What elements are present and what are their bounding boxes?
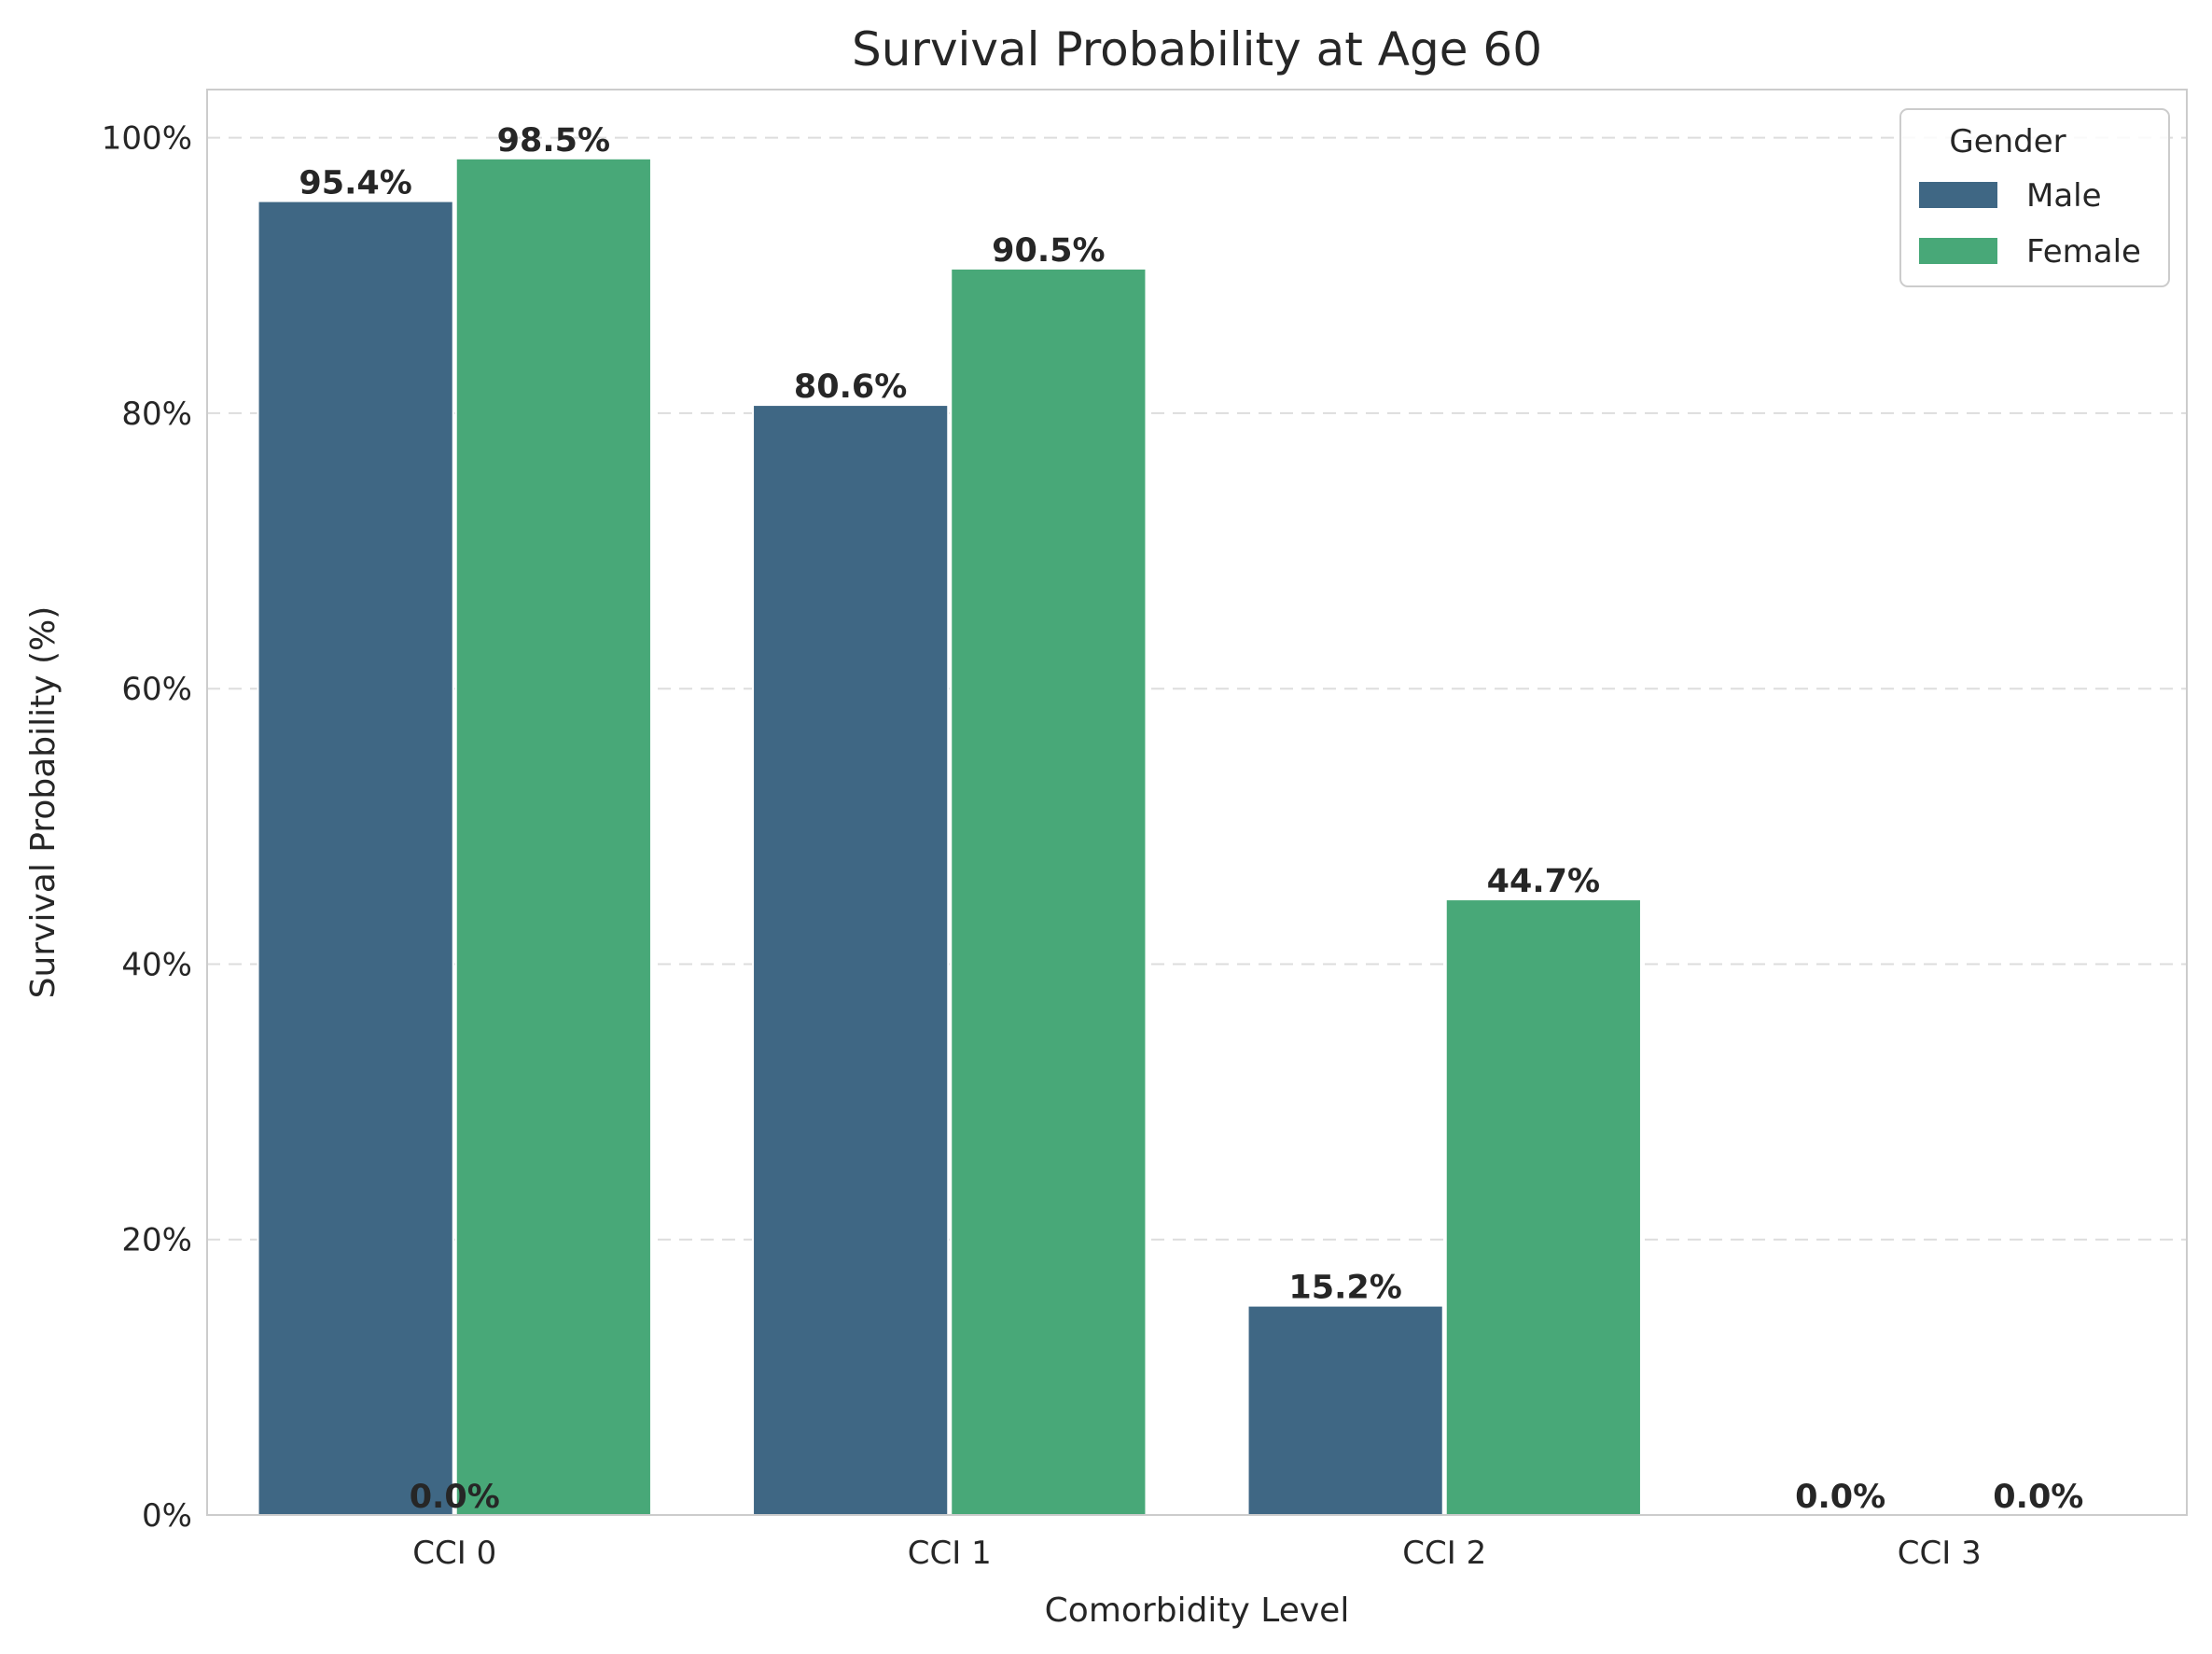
data-label: 15.2%	[1288, 1270, 1401, 1307]
data-label: 98.5%	[497, 122, 610, 160]
data-label: 0.0%	[1993, 1479, 2083, 1516]
extra-data-label: 0.0%	[410, 1479, 500, 1516]
x-axis-label: Comorbidity Level	[1045, 1591, 1350, 1630]
legend: Gender Male Female	[1899, 108, 2170, 287]
legend-swatch-female	[1919, 238, 1997, 264]
plot-frame	[206, 89, 2188, 1516]
legend-swatch-male	[1919, 182, 1997, 208]
x-tick-label: CCI 0	[412, 1535, 496, 1572]
y-tick-label: 40%	[121, 946, 192, 983]
data-labels: 95.4% 80.6% 15.2% 0.0% 98.5% 90.5% 44.7% 0.0% 0.…	[299, 122, 2083, 1516]
bar-male-0	[257, 200, 454, 1516]
bar-female-0	[454, 157, 652, 1517]
y-tick-label: 100%	[102, 120, 192, 158]
data-label: 44.7%	[1487, 863, 1600, 900]
bar-female-1	[950, 267, 1148, 1516]
chart-title: Survival Probability at Age 60	[852, 22, 1542, 76]
bar-female-2	[1444, 898, 1642, 1516]
bars	[257, 157, 1642, 1517]
data-label: 0.0%	[1795, 1479, 1885, 1516]
legend-label-female: Female	[2026, 233, 2141, 271]
y-tick-label: 80%	[121, 396, 192, 433]
data-label: 80.6%	[794, 368, 907, 406]
y-tick-label: 20%	[121, 1222, 192, 1259]
bar-male-2	[1246, 1304, 1444, 1516]
legend-title: Gender	[1949, 123, 2066, 160]
bar-male-1	[752, 404, 950, 1516]
x-tick-label: CCI 1	[908, 1535, 992, 1572]
data-label: 95.4%	[299, 165, 411, 202]
x-axis-ticks: CCI 0 CCI 1 CCI 2 CCI 3	[412, 1535, 1981, 1572]
data-label: 90.5%	[992, 232, 1105, 270]
x-tick-label: CCI 3	[1898, 1535, 1982, 1572]
y-tick-label: 0%	[142, 1497, 192, 1535]
x-tick-label: CCI 2	[1402, 1535, 1486, 1572]
y-axis-ticks: 0% 20% 40% 60% 80% 100%	[102, 120, 192, 1535]
y-axis-label: Survival Probability (%)	[24, 606, 63, 999]
legend-label-male: Male	[2026, 177, 2102, 215]
y-tick-label: 60%	[121, 671, 192, 708]
